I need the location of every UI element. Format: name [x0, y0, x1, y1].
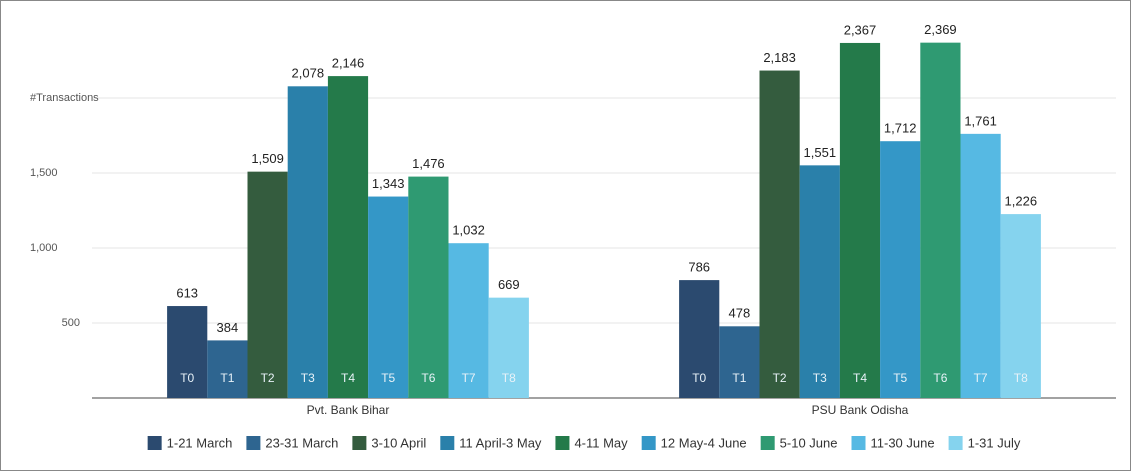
bar: [488, 297, 529, 398]
legend-label: 11-30 June: [871, 435, 935, 450]
bar-label: T2: [261, 371, 275, 385]
bar: [287, 86, 328, 399]
y-tick-label: 1,000: [30, 242, 58, 254]
value-label: 1,343: [372, 176, 405, 191]
bar: [799, 165, 840, 398]
x-tick-label: PSU Bank Odisha: [812, 403, 909, 417]
bar-label: T2: [773, 371, 787, 385]
value-label: 1,712: [884, 121, 917, 136]
legend-label: 1-31 July: [968, 435, 1021, 450]
legend-swatch: [246, 436, 261, 450]
legend-label: 5-10 June: [780, 435, 838, 450]
bar-label: T5: [893, 371, 907, 385]
bar-label: T8: [1014, 371, 1028, 385]
x-tick-label: Pvt. Bank Bihar: [307, 403, 390, 417]
value-label: 1,476: [412, 156, 445, 171]
bar-label: T7: [462, 371, 476, 385]
bar: [719, 326, 760, 398]
y-tick-label: 500: [62, 317, 80, 329]
value-label: 384: [217, 320, 239, 335]
legend-label: 1-21 March: [167, 435, 233, 450]
bar-label: T1: [732, 371, 746, 385]
y-tick-label: #Transactions: [30, 92, 99, 104]
bar: [1000, 214, 1041, 398]
bar: [408, 176, 449, 398]
legend-swatch: [948, 436, 963, 450]
bar: [207, 340, 248, 398]
legend-swatch: [147, 436, 162, 450]
bar: [247, 171, 288, 398]
value-label: 2,078: [292, 66, 325, 81]
value-label: 1,032: [452, 223, 485, 238]
y-tick-label: 1,500: [30, 167, 58, 179]
value-label: 2,146: [332, 56, 365, 71]
bar-label: T7: [974, 371, 988, 385]
value-label: 1,761: [964, 113, 997, 128]
bar: [920, 42, 961, 399]
legend-swatch: [352, 436, 367, 450]
legend-label: 3-10 April: [371, 435, 426, 450]
bar: [759, 70, 800, 399]
bar-label: T3: [301, 371, 315, 385]
bar-label: T4: [853, 371, 867, 385]
bar: [880, 141, 921, 398]
legend-swatch: [641, 436, 656, 450]
bar: [327, 76, 369, 398]
bar: [448, 243, 489, 398]
value-label: 2,183: [763, 50, 796, 65]
bar-label: T3: [813, 371, 827, 385]
value-label: 1,226: [1005, 194, 1038, 209]
legend-label: 23-31 March: [265, 435, 338, 450]
legend-swatch: [851, 436, 866, 450]
value-label: 1,551: [804, 145, 837, 160]
value-label: 2,367: [844, 22, 877, 37]
value-label: 478: [729, 306, 751, 321]
bar: [167, 306, 208, 398]
value-label: 613: [176, 285, 198, 300]
value-label: 786: [688, 260, 710, 275]
bar-label: T0: [180, 371, 194, 385]
bar-label: T5: [381, 371, 395, 385]
bar-label: T6: [933, 371, 947, 385]
legend-swatch: [440, 436, 455, 450]
legend-label: 4-11 May: [574, 435, 628, 450]
bar-label: T4: [341, 371, 355, 385]
bar-label: T8: [502, 371, 516, 385]
value-label: 1,509: [251, 151, 284, 166]
value-label: 669: [498, 277, 520, 292]
legend-swatch: [760, 436, 775, 450]
bar: [960, 133, 1001, 398]
legend-swatch: [555, 436, 570, 450]
value-label: 2,369: [924, 22, 957, 37]
bar-label: T6: [421, 371, 435, 385]
bar: [368, 196, 409, 398]
legend-label: 11 April-3 May: [459, 435, 542, 450]
bar: [679, 280, 720, 398]
bar: [839, 42, 881, 398]
legend-label: 12 May-4 June: [661, 435, 747, 450]
bar-label: T1: [220, 371, 234, 385]
bar-label: T0: [692, 371, 706, 385]
